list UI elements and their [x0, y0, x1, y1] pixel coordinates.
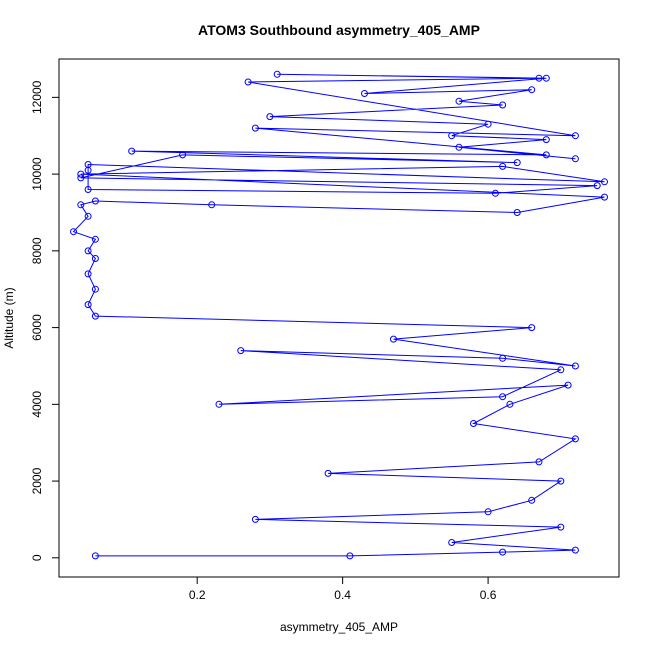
- y-tick-label: 2000: [30, 467, 44, 494]
- data-point: [266, 113, 274, 121]
- data-point: [346, 552, 354, 560]
- data-point: [84, 186, 92, 193]
- data-point: [571, 132, 579, 140]
- data-point: [84, 166, 92, 174]
- data-point: [84, 212, 92, 220]
- data-point: [542, 74, 550, 82]
- data-point: [455, 143, 463, 151]
- x-tick-label: 0.6: [480, 588, 497, 602]
- data-point: [593, 182, 601, 190]
- data-point: [77, 201, 85, 209]
- data-point: [499, 548, 507, 556]
- data-point: [484, 120, 492, 128]
- data-point: [535, 458, 543, 466]
- data-point: [324, 469, 332, 477]
- data-point: [91, 255, 99, 262]
- data-point: [571, 435, 579, 443]
- data-point: [491, 189, 499, 197]
- data-point: [542, 151, 550, 159]
- data-point: [77, 174, 85, 182]
- data-point: [528, 86, 536, 94]
- data-point: [506, 400, 514, 408]
- x-tick-label: 0.2: [189, 588, 206, 602]
- series-line: [72, 73, 605, 557]
- data-point: [571, 546, 579, 554]
- data-point: [528, 324, 536, 332]
- data-point: [499, 354, 507, 362]
- y-axis: 0 2000 4000 6000 8000 10000 12000: [30, 80, 60, 561]
- data-point: [564, 381, 572, 389]
- data-point: [571, 362, 579, 370]
- data-point: [513, 159, 521, 167]
- data-point: [91, 235, 99, 243]
- data-point: [273, 70, 281, 78]
- data-point: [179, 151, 187, 159]
- data-point: [128, 147, 136, 155]
- x-tick-label: 0.4: [334, 588, 351, 602]
- data-point: [601, 193, 608, 201]
- data-point: [251, 124, 259, 132]
- series-layer: [70, 70, 608, 560]
- data-point: [361, 90, 368, 97]
- x-axis: 0.2 0.4 0.6: [189, 576, 497, 602]
- data-point: [215, 400, 223, 408]
- chart-title: ATOM3 Southbound asymmetry_405_AMP: [198, 22, 480, 38]
- data-point: [84, 301, 92, 309]
- data-point: [499, 162, 507, 170]
- data-point: [557, 477, 565, 485]
- data-point: [571, 155, 579, 163]
- data-point: [390, 335, 397, 343]
- data-point: [91, 197, 99, 205]
- data-point: [528, 496, 536, 504]
- data-point: [557, 523, 565, 531]
- data-point: [84, 247, 92, 255]
- data-point: [208, 201, 216, 209]
- data-point: [244, 78, 252, 86]
- data-point: [91, 552, 99, 560]
- data-point: [237, 347, 245, 355]
- y-tick-label: 0: [30, 554, 44, 561]
- data-point: [91, 285, 99, 293]
- data-point: [91, 312, 99, 320]
- y-tick-label: 8000: [30, 237, 44, 264]
- y-tick-label: 4000: [30, 391, 44, 418]
- data-point: [470, 420, 477, 427]
- data-point: [77, 170, 85, 178]
- y-tick-label: 12000: [30, 80, 44, 114]
- y-axis-title: Altitude (m): [2, 287, 16, 348]
- data-point: [601, 178, 608, 186]
- x-axis-title: asymmetry_405_AMP: [280, 620, 398, 634]
- y-tick-label: 6000: [30, 314, 44, 341]
- data-point: [251, 515, 259, 523]
- data-point: [499, 101, 507, 109]
- data-point: [542, 136, 550, 144]
- data-point: [70, 228, 77, 236]
- data-point: [499, 393, 507, 401]
- data-point: [557, 366, 565, 374]
- data-point: [535, 74, 543, 82]
- data-point: [84, 270, 92, 278]
- data-point: [513, 209, 521, 216]
- y-tick-label: 10000: [30, 157, 44, 191]
- data-point: [484, 508, 492, 516]
- data-point: [455, 97, 463, 105]
- data-point: [448, 539, 456, 546]
- data-point: [448, 132, 456, 140]
